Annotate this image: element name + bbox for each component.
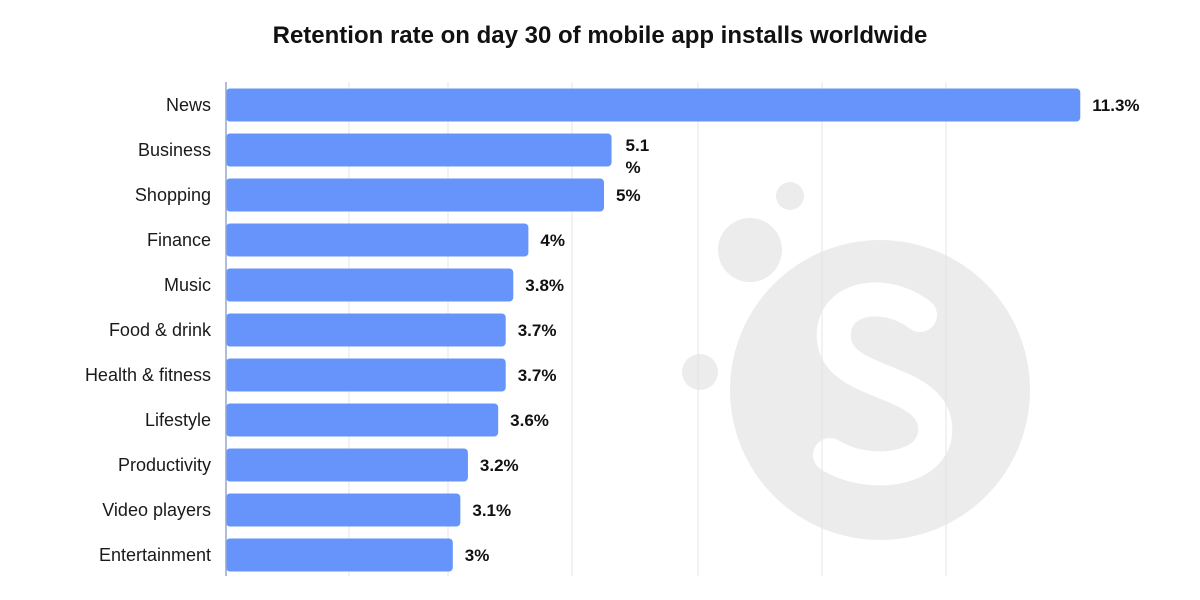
bar bbox=[226, 133, 612, 167]
watermark-s-mark bbox=[813, 282, 953, 486]
category-labels: News Business Shopping Finance Music Food & d… bbox=[85, 95, 212, 565]
category-label: Entertainment bbox=[99, 545, 211, 565]
value-label: 5% bbox=[616, 186, 641, 205]
category-label: Productivity bbox=[118, 455, 211, 475]
bar bbox=[226, 358, 506, 392]
value-label: 3.1% bbox=[472, 501, 511, 520]
bar bbox=[226, 403, 499, 437]
bar bbox=[226, 178, 604, 212]
value-label: 3% bbox=[465, 546, 490, 565]
watermark-circle-medium bbox=[718, 218, 782, 282]
category-label: Shopping bbox=[135, 185, 211, 205]
category-label: Health & fitness bbox=[85, 365, 211, 385]
category-label: Food & drink bbox=[109, 320, 212, 340]
bar bbox=[226, 313, 506, 347]
value-label: 11.3% bbox=[1092, 96, 1139, 115]
bar bbox=[226, 268, 514, 302]
bars-group bbox=[226, 88, 1081, 572]
category-label: News bbox=[166, 95, 211, 115]
value-labels: 11.3% 5.1 % 5% 4% 3.8% 3.7% 3.7% 3.6% 3.2% 3.1% 3% bbox=[465, 96, 1140, 565]
value-label: 3.6% bbox=[510, 411, 549, 430]
watermark-circle-small bbox=[776, 182, 804, 210]
category-label: Music bbox=[164, 275, 211, 295]
value-label: 4% bbox=[540, 231, 565, 250]
value-label: 3.8% bbox=[525, 276, 564, 295]
category-label: Video players bbox=[102, 500, 211, 520]
chart-title: Retention rate on day 30 of mobile app i… bbox=[272, 22, 928, 49]
value-label: 5.1% bbox=[626, 136, 650, 177]
watermark-circle-tiny bbox=[682, 354, 718, 390]
category-label: Lifestyle bbox=[145, 410, 211, 430]
value-label: 3.2% bbox=[480, 456, 519, 475]
bar bbox=[226, 493, 461, 527]
bar bbox=[226, 223, 529, 257]
value-label: 3.7% bbox=[518, 366, 557, 385]
bar bbox=[226, 88, 1081, 122]
bar bbox=[226, 448, 468, 482]
category-label: Finance bbox=[147, 230, 211, 250]
category-label: Business bbox=[138, 140, 211, 160]
value-label: 3.7% bbox=[518, 321, 557, 340]
bar bbox=[226, 538, 453, 572]
logo-watermark bbox=[682, 182, 1030, 540]
